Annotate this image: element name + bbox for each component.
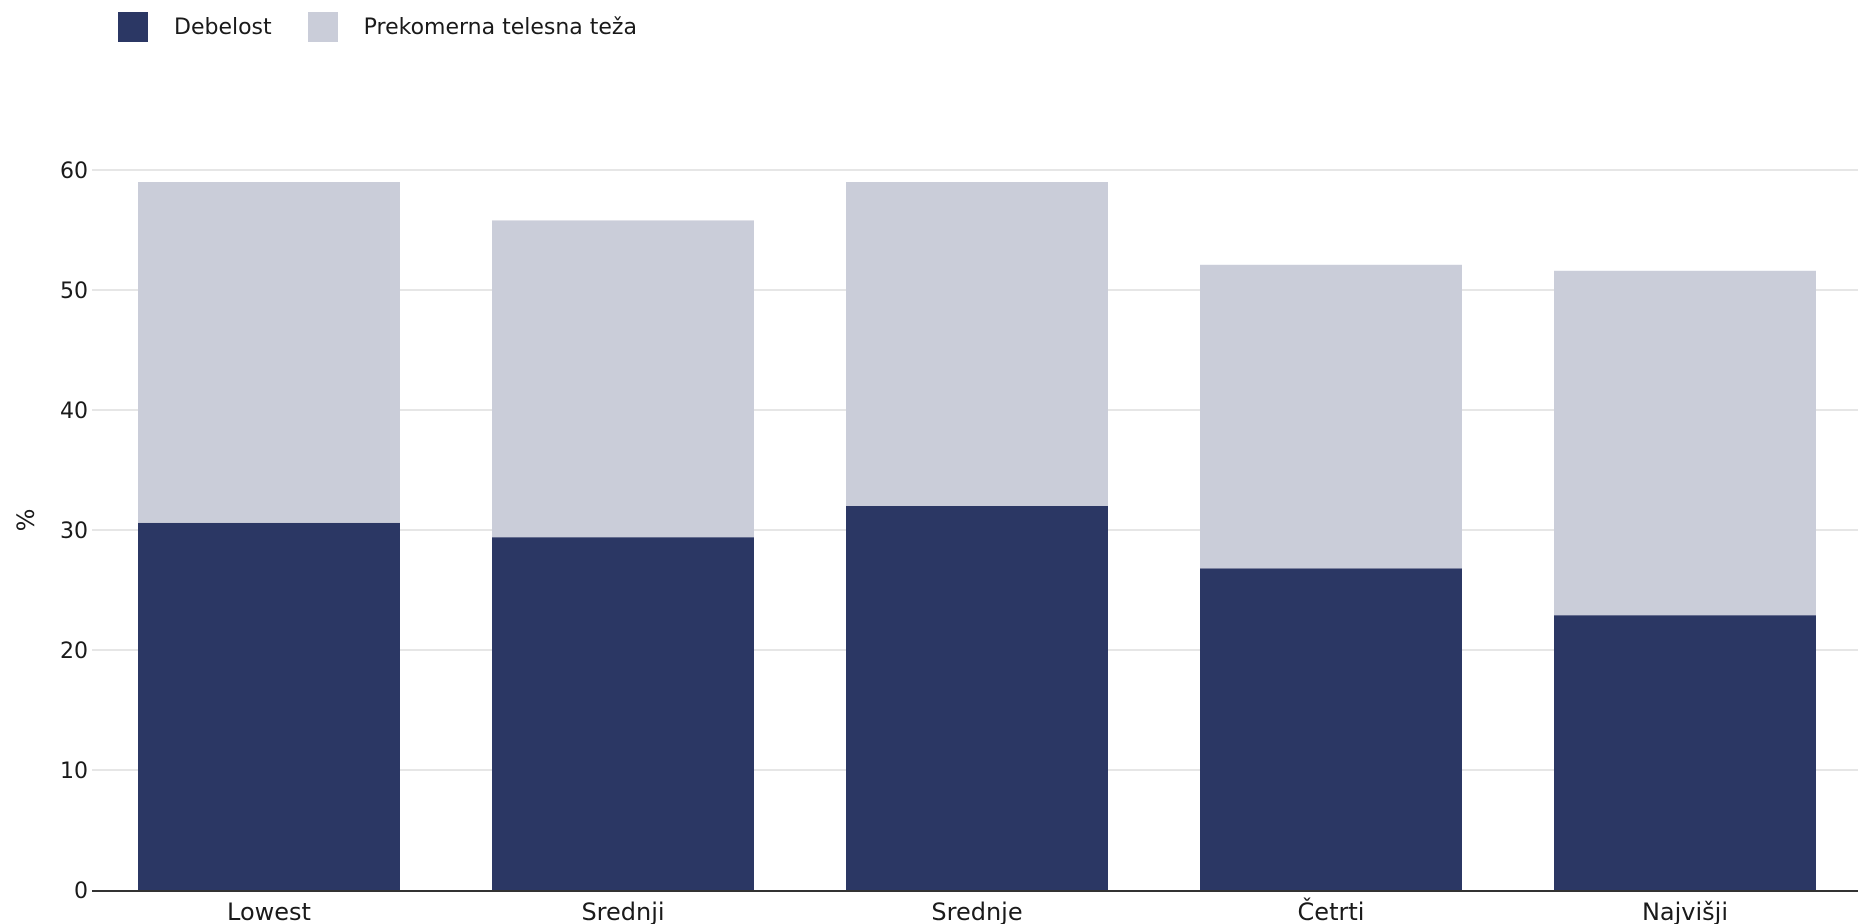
bar-prekomerna-3[interactable] (1200, 264, 1462, 569)
x-tick-label: Najvišji (1642, 898, 1728, 924)
bar-debelost-0[interactable] (138, 522, 400, 890)
bar-prekomerna-0[interactable] (138, 182, 400, 523)
x-tick-label: Srednji (581, 898, 664, 924)
bars (138, 182, 1816, 890)
y-axis-ticks: 0 10 20 30 40 50 60 (60, 159, 88, 904)
x-axis-labels: Lowest Srednji Srednje Četrti Najvišji (227, 896, 1728, 924)
bar-debelost-3[interactable] (1200, 568, 1462, 890)
bar-debelost-1[interactable] (492, 537, 754, 890)
y-tick-label: 20 (60, 639, 88, 664)
legend: Debelost Prekomerna telesna teža (118, 12, 673, 42)
y-axis-title: % (12, 509, 40, 532)
y-tick-label: 10 (60, 759, 88, 784)
legend-item-prekomerna[interactable]: Prekomerna telesna teža (307, 12, 637, 42)
bar-prekomerna-1[interactable] (492, 220, 754, 538)
y-tick-label: 0 (74, 879, 88, 904)
legend-swatch-debelost (118, 12, 148, 42)
y-tick-label: 30 (60, 519, 88, 544)
bar-debelost-2[interactable] (846, 506, 1108, 890)
x-tick-label: Lowest (227, 898, 311, 924)
y-tick-label: 50 (60, 279, 88, 304)
y-tick-label: 60 (60, 159, 88, 184)
legend-swatch-prekomerna (307, 12, 338, 42)
legend-label-prekomerna: Prekomerna telesna teža (363, 14, 637, 40)
legend-item-debelost[interactable]: Debelost (118, 12, 272, 42)
y-tick-label: 40 (60, 399, 88, 424)
bar-debelost-4[interactable] (1554, 615, 1816, 890)
x-tick-label: Četrti (1298, 896, 1365, 924)
legend-label-debelost: Debelost (174, 14, 272, 40)
bar-prekomerna-2[interactable] (846, 182, 1108, 506)
x-tick-label: Srednje (931, 898, 1022, 924)
bar-prekomerna-4[interactable] (1554, 270, 1816, 616)
